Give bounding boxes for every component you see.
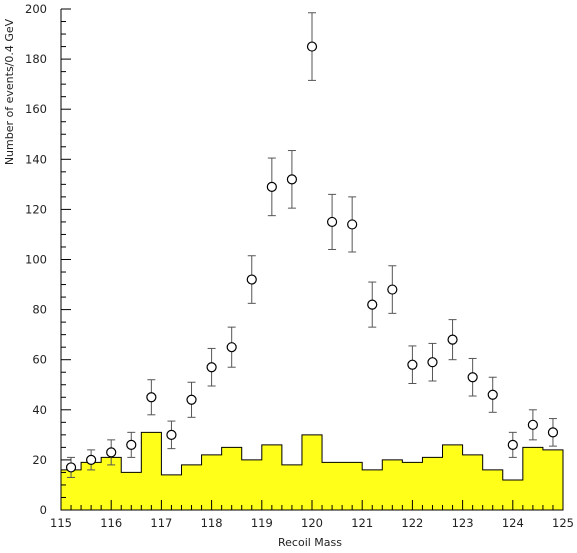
histogram-bin bbox=[242, 460, 262, 510]
y-tick-label: 80 bbox=[32, 303, 47, 317]
y-tick-label: 20 bbox=[32, 453, 47, 467]
histogram-bin bbox=[543, 450, 563, 510]
data-point bbox=[146, 392, 157, 403]
background-histogram-area bbox=[60, 431, 564, 511]
data-point bbox=[367, 299, 378, 310]
y-tick-label: 120 bbox=[25, 202, 47, 216]
data-point bbox=[547, 427, 559, 438]
data-points bbox=[65, 41, 559, 473]
histogram-bin bbox=[523, 447, 543, 510]
data-point bbox=[286, 174, 298, 185]
data-point bbox=[347, 219, 358, 230]
data-point bbox=[166, 429, 177, 440]
histogram-bin bbox=[302, 435, 322, 510]
histogram-bin bbox=[262, 445, 282, 510]
x-tick-label: 115 bbox=[50, 516, 72, 530]
axes: 115 116 117 118 119 120 121 122 123 124 125 0 20 40 60… bbox=[25, 2, 574, 530]
y-tick-label: 0 bbox=[40, 503, 47, 517]
data-point bbox=[186, 394, 197, 405]
data-point bbox=[106, 447, 117, 458]
data-point bbox=[206, 362, 217, 373]
x-tick-label: 118 bbox=[201, 516, 223, 530]
y-tick-label: 140 bbox=[25, 152, 47, 166]
histogram-bin bbox=[483, 470, 503, 510]
histogram-bin bbox=[463, 455, 483, 510]
background-histogram bbox=[60, 431, 564, 511]
histogram-bin bbox=[342, 462, 362, 510]
x-tick-label: 121 bbox=[351, 516, 373, 530]
y-axis-label: Number of events/0.4 GeV bbox=[3, 18, 16, 165]
y-tick-label: 160 bbox=[25, 102, 47, 116]
x-axis-label: Recoil Mass bbox=[278, 536, 342, 549]
x-tick-label: 123 bbox=[452, 516, 474, 530]
data-point bbox=[387, 284, 398, 295]
data-point bbox=[65, 462, 77, 473]
data-point bbox=[407, 359, 418, 370]
histogram-bin bbox=[443, 445, 463, 510]
data-point bbox=[487, 389, 498, 400]
x-tick-label: 122 bbox=[401, 516, 423, 530]
data-point bbox=[226, 342, 237, 353]
data-point bbox=[427, 357, 438, 368]
y-tick-label: 180 bbox=[25, 52, 47, 66]
histogram-bin bbox=[121, 472, 141, 510]
data-point bbox=[266, 181, 277, 192]
x-tick-label: 125 bbox=[552, 516, 574, 530]
data-point bbox=[86, 454, 97, 465]
x-tick-label: 119 bbox=[251, 516, 273, 530]
x-tick-label: 117 bbox=[150, 516, 172, 530]
data-point bbox=[507, 439, 518, 450]
data-point bbox=[246, 274, 257, 285]
y-tick-label: 200 bbox=[25, 2, 47, 16]
error-bars bbox=[67, 12, 557, 478]
data-point bbox=[126, 439, 137, 450]
histogram-bin bbox=[362, 470, 382, 510]
x-tick-label: 124 bbox=[502, 516, 524, 530]
histogram-bin bbox=[222, 447, 242, 510]
data-point bbox=[527, 419, 538, 430]
histogram-bin bbox=[282, 465, 302, 510]
histogram-bin bbox=[181, 465, 201, 510]
x-tick-label: 120 bbox=[301, 516, 323, 530]
x-tick-label: 116 bbox=[100, 516, 122, 530]
y-tick-label: 40 bbox=[32, 403, 47, 417]
histogram-bin bbox=[422, 457, 442, 510]
histogram-bin bbox=[382, 460, 402, 510]
data-point bbox=[306, 41, 318, 52]
data-point bbox=[447, 334, 458, 345]
data-point bbox=[467, 372, 478, 383]
y-tick-label: 60 bbox=[32, 353, 47, 367]
y-tick-label: 100 bbox=[25, 253, 47, 267]
data-point bbox=[326, 216, 338, 228]
histogram-bin bbox=[141, 432, 161, 510]
histogram-bin bbox=[161, 475, 181, 510]
histogram-bin bbox=[322, 462, 342, 510]
